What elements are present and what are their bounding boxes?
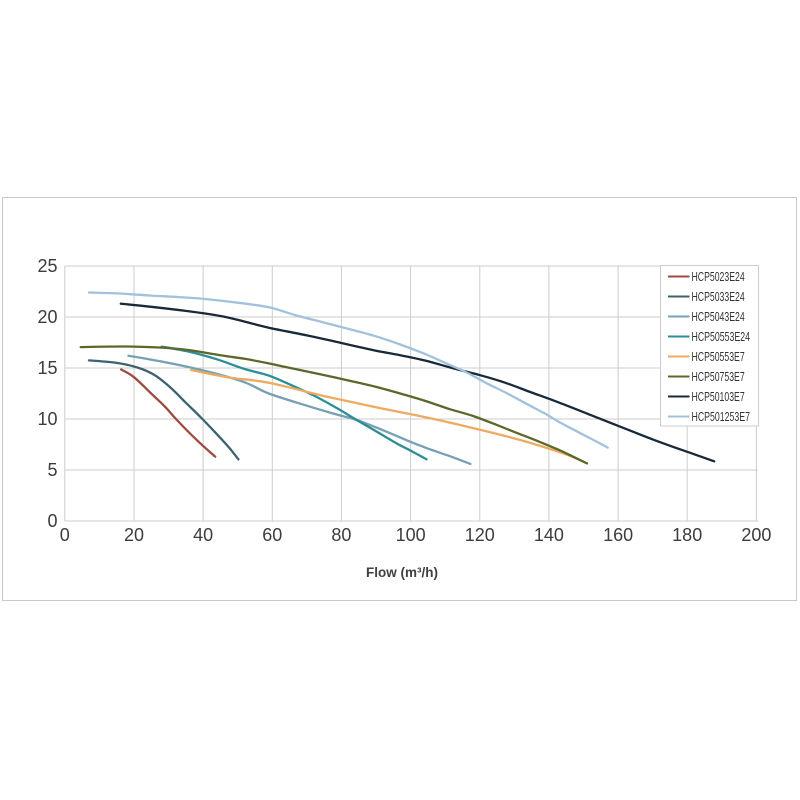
- svg-text:20: 20: [124, 525, 144, 545]
- svg-text:HCP50553E24: HCP50553E24: [692, 330, 751, 344]
- svg-text:60: 60: [262, 525, 282, 545]
- svg-text:100: 100: [396, 525, 426, 545]
- svg-text:5: 5: [47, 460, 57, 480]
- svg-text:25: 25: [37, 256, 57, 276]
- svg-text:Flow (m³/h): Flow (m³/h): [366, 565, 438, 580]
- svg-text:160: 160: [603, 525, 633, 545]
- svg-text:HCP50553E7: HCP50553E7: [692, 350, 745, 364]
- svg-text:0: 0: [47, 511, 57, 531]
- svg-text:20: 20: [37, 307, 57, 327]
- svg-text:120: 120: [465, 525, 495, 545]
- svg-text:140: 140: [534, 525, 564, 545]
- svg-text:80: 80: [331, 525, 351, 545]
- svg-text:10: 10: [37, 409, 57, 429]
- svg-text:40: 40: [193, 525, 213, 545]
- svg-text:HCP50103E7: HCP50103E7: [692, 390, 745, 404]
- svg-text:15: 15: [37, 358, 57, 378]
- svg-text:HCP501253E7: HCP501253E7: [692, 410, 751, 424]
- svg-text:HCP5043E24: HCP5043E24: [692, 310, 745, 324]
- svg-text:HCP50753E7: HCP50753E7: [692, 370, 745, 384]
- svg-text:180: 180: [672, 525, 702, 545]
- svg-text:HCP5023E24: HCP5023E24: [692, 270, 745, 284]
- svg-text:0: 0: [60, 525, 70, 545]
- svg-text:HCP5033E24: HCP5033E24: [692, 290, 745, 304]
- svg-text:200: 200: [741, 525, 771, 545]
